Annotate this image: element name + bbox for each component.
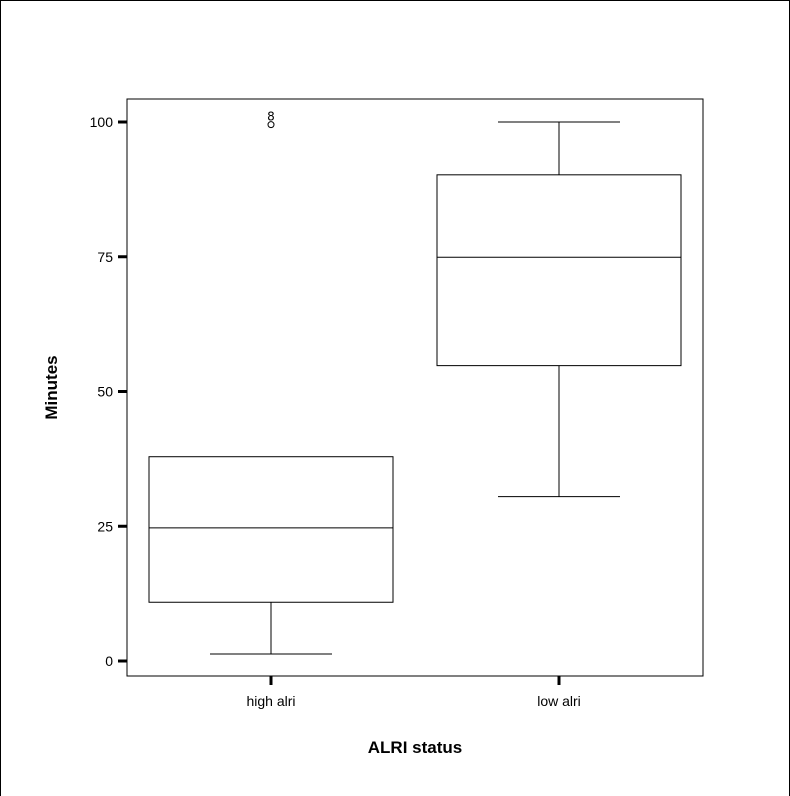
y-tick-label: 0 — [105, 653, 113, 669]
x-tick-label: high alri — [246, 693, 295, 709]
outlier-marker — [267, 121, 275, 129]
iqr-box — [436, 174, 682, 367]
x-axis-title: ALRI status — [368, 738, 462, 757]
x-axis: high alri low alri — [246, 676, 581, 709]
outlier-label: 8 — [267, 110, 275, 124]
y-tick-label: 100 — [90, 114, 114, 130]
box-low-alri — [436, 121, 682, 498]
y-tick-label: 50 — [97, 384, 113, 400]
y-tick-label: 25 — [97, 518, 113, 534]
plot-area — [126, 98, 704, 677]
y-tick-label: 75 — [97, 249, 113, 265]
boxes: 8 — [148, 110, 682, 655]
iqr-box — [148, 456, 394, 603]
x-tick-label: low alri — [537, 693, 581, 709]
y-axis: 0 25 50 75 100 — [90, 114, 127, 669]
box-high-alri: 8 — [148, 110, 394, 655]
y-axis-title: Minutes — [42, 355, 61, 419]
